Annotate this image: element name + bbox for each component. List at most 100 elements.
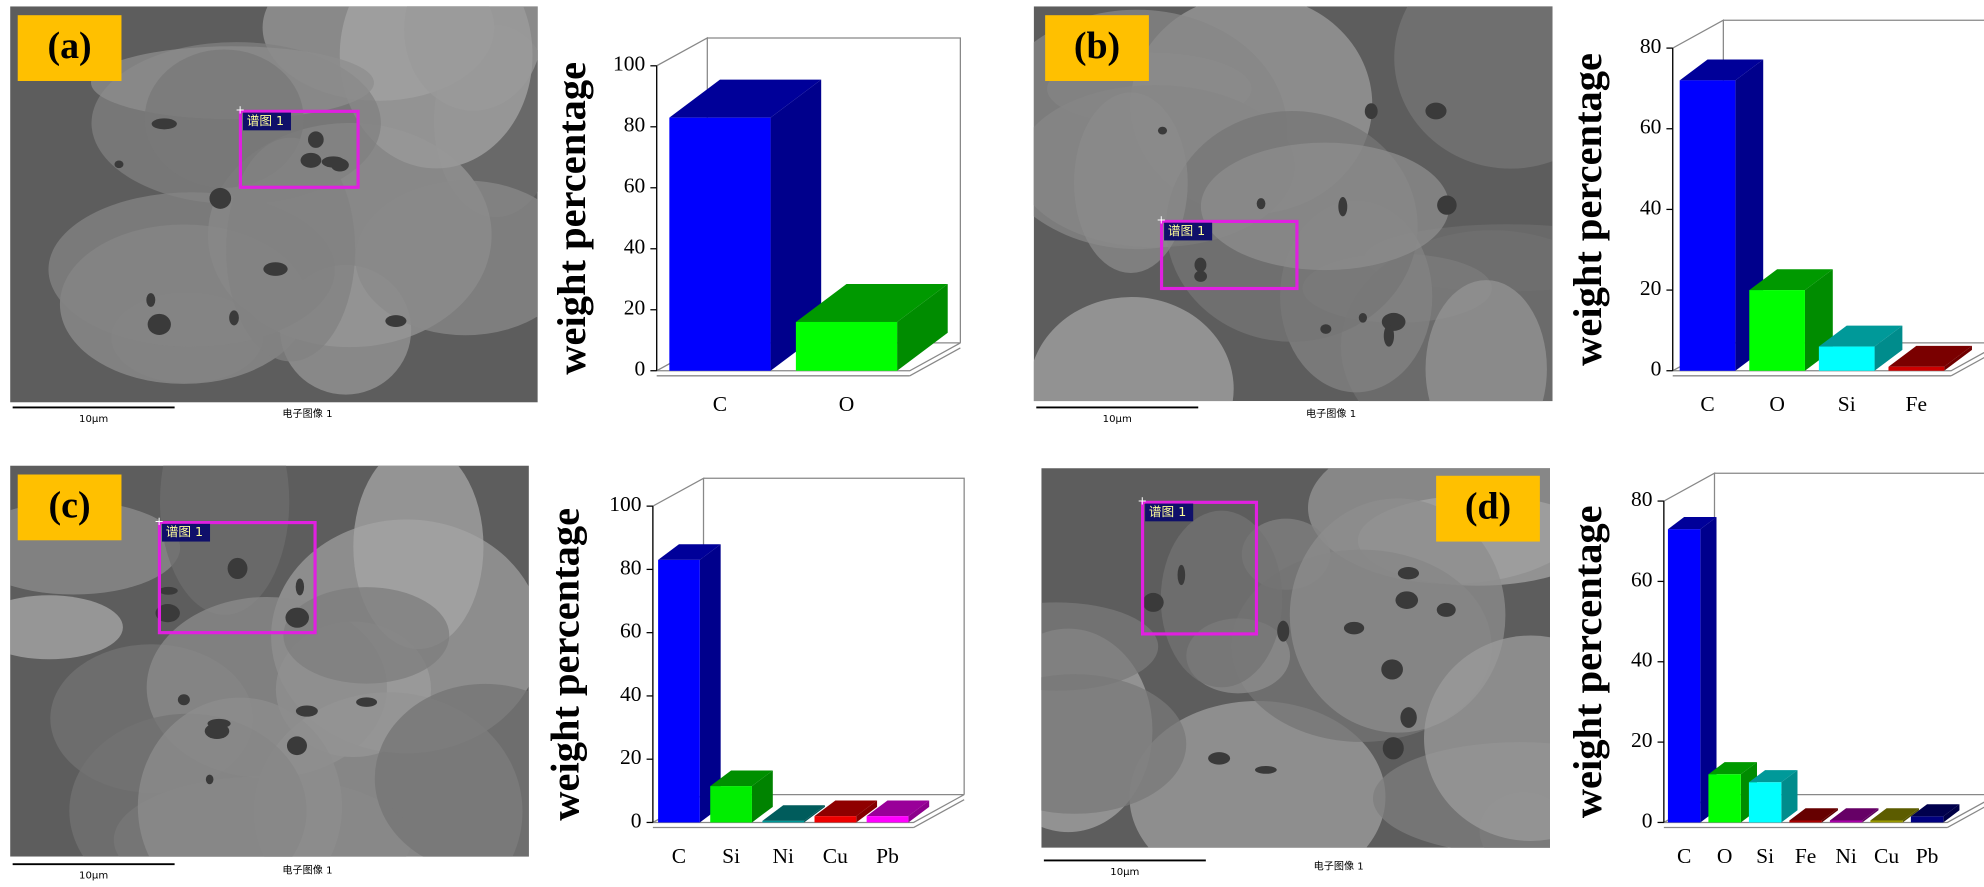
sem-pore xyxy=(1383,325,1395,347)
sem-pore xyxy=(1255,766,1277,774)
bar-side xyxy=(1700,517,1717,823)
y-tick-label: 0 xyxy=(1642,808,1653,832)
bar xyxy=(1667,529,1701,823)
image-caption: 电子图像 1 xyxy=(282,864,332,877)
y-tick-label: 80 xyxy=(620,555,642,579)
sem-pore xyxy=(1208,752,1231,765)
image-caption: 电子图像 1 xyxy=(1314,860,1364,873)
spectrum-tag-bg xyxy=(1164,222,1213,241)
bar xyxy=(1749,290,1805,371)
bar-top xyxy=(1829,808,1879,821)
sem-pore xyxy=(1395,591,1419,609)
y-tick-label: 80 xyxy=(624,113,646,137)
sem-particle xyxy=(404,6,538,111)
spectrum-region xyxy=(1140,500,1259,636)
sem-pore xyxy=(227,557,248,580)
spectrum-tag-bg xyxy=(242,112,292,131)
x-tick-label: Si xyxy=(1756,844,1774,868)
sem-pore xyxy=(1338,197,1348,217)
y-tick-label: 20 xyxy=(624,296,646,320)
sem-particle xyxy=(283,587,450,684)
bar xyxy=(1870,820,1903,823)
sem-pore xyxy=(385,315,407,327)
y-tick-label: 80 xyxy=(1640,34,1662,58)
panel-label: (a) xyxy=(47,25,91,67)
bar-top xyxy=(762,805,825,821)
bar xyxy=(1679,80,1736,371)
bar-top xyxy=(1888,345,1972,367)
bar-top xyxy=(1910,804,1960,817)
spectrum-tag: 谱图 1 xyxy=(247,113,284,128)
sem-particle xyxy=(1041,602,1159,691)
bar xyxy=(669,117,771,371)
sem-pore xyxy=(1400,707,1417,728)
bar-side xyxy=(1944,345,1972,371)
sem-pore xyxy=(1381,659,1403,680)
sem-pore xyxy=(1397,566,1420,580)
bar-top xyxy=(1789,808,1838,821)
sem-particle xyxy=(374,683,529,857)
x-tick-label: Ni xyxy=(1835,844,1857,868)
bar-side xyxy=(1902,808,1919,823)
bar-top xyxy=(669,79,822,118)
back-wall xyxy=(1723,19,1984,21)
y-tick-label: 0 xyxy=(631,808,642,832)
bar-side xyxy=(804,805,825,823)
y-axis-label: weight percentage xyxy=(1565,53,1610,366)
bar xyxy=(814,816,857,823)
floor-edge xyxy=(1950,356,1984,377)
y-tick-label: 40 xyxy=(1631,648,1653,672)
bar xyxy=(795,321,898,371)
sem-pore xyxy=(1320,324,1332,334)
sem-pore xyxy=(300,152,322,168)
y-axis-label: weight percentage xyxy=(549,62,594,375)
y-tick-label: 40 xyxy=(1640,195,1662,219)
sem-pore xyxy=(146,293,156,307)
bar xyxy=(1818,346,1875,371)
bar-side xyxy=(1874,325,1903,371)
x-tick-label: C xyxy=(713,392,727,416)
sem-particle xyxy=(1425,280,1547,402)
bar-top xyxy=(866,800,930,817)
sem-particle xyxy=(355,180,538,336)
sem-pore xyxy=(1194,270,1207,282)
bar-side xyxy=(699,544,721,823)
x-tick-label: Fe xyxy=(1906,392,1928,416)
sem-pore xyxy=(204,723,230,740)
sem-pore xyxy=(307,131,324,148)
y-axis-label: weight percentage xyxy=(543,508,588,821)
sem-pore xyxy=(1256,198,1266,210)
back-wall xyxy=(1714,472,1984,474)
bar xyxy=(1910,816,1944,823)
sem-particle xyxy=(10,595,123,660)
x-tick-label: O xyxy=(839,392,855,416)
sem-pore xyxy=(1358,312,1368,323)
bar-side xyxy=(1781,770,1798,823)
x-tick-label: C xyxy=(672,844,686,868)
sem-particle xyxy=(1073,92,1188,273)
panel-label-box xyxy=(17,15,122,81)
sem-pore xyxy=(1343,621,1365,635)
spectrum-region xyxy=(238,109,360,189)
sem-pore xyxy=(1142,592,1164,612)
image-caption: 电子图像 1 xyxy=(282,407,332,420)
bar xyxy=(762,820,805,823)
sem-pore xyxy=(295,578,305,596)
y-tick-label: 20 xyxy=(620,745,642,769)
sem-pore xyxy=(321,156,345,168)
sem-image xyxy=(10,465,529,857)
x-tick-label: O xyxy=(1769,392,1785,416)
bar xyxy=(866,816,909,823)
panel-label: (b) xyxy=(1074,25,1120,67)
spectrum-region xyxy=(1159,219,1299,291)
bar-top xyxy=(1748,770,1798,783)
y-tick-label: 40 xyxy=(624,235,646,259)
sem-image xyxy=(10,6,538,403)
x-tick-label: Fe xyxy=(1795,844,1817,868)
bar-top xyxy=(1870,808,1919,821)
crosshair: + xyxy=(235,103,245,117)
sem-pore xyxy=(356,697,378,707)
sem-pore xyxy=(151,118,177,130)
y-tick-label: 0 xyxy=(1651,357,1662,381)
